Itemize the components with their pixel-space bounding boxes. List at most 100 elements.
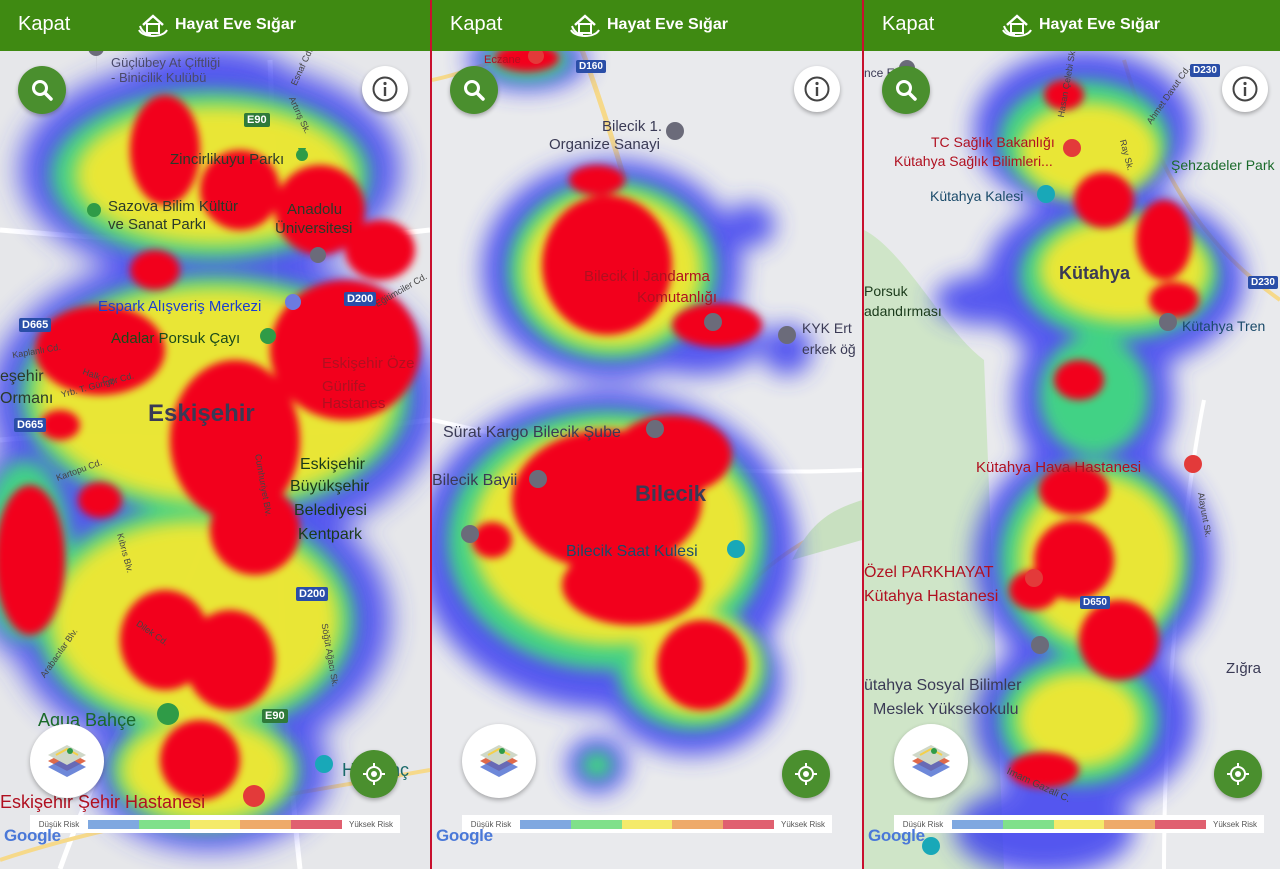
place-label: Bilecik 1. <box>602 118 663 135</box>
place-label: Ormanı <box>0 390 54 407</box>
street-label: Alayunt Sk. <box>1195 491 1214 539</box>
road-shield: D665 <box>14 418 47 432</box>
risk-level-1 <box>952 819 1003 829</box>
search-button[interactable] <box>18 66 66 114</box>
road-shield: D230 <box>1190 64 1220 77</box>
my-location-button[interactable] <box>350 750 398 798</box>
place-label: Özel PARKHAYAT <box>864 564 994 581</box>
road-shield: D230 <box>1248 276 1278 289</box>
app-header: Kapat Hayat Eve Sığar <box>432 0 862 51</box>
map-marker-pins[interactable] <box>87 40 333 807</box>
street-label: Cumhuriyet Blv. <box>253 453 274 517</box>
street-label: Imam Gazali C. <box>1004 765 1073 806</box>
street-label: Esnaf Cd. <box>288 46 315 88</box>
google-attribution: Google <box>436 826 493 846</box>
info-icon <box>372 76 398 102</box>
close-button[interactable]: Kapat <box>450 13 503 35</box>
my-location-icon <box>1227 763 1249 785</box>
place-label: Porsuk <box>864 283 908 299</box>
place-label: Organize Sanayi <box>549 136 660 153</box>
place-label: Üniversitesi <box>275 220 353 237</box>
risk-scale-bar <box>520 819 774 829</box>
street-label: Söğüt Ağacı Sk. <box>319 622 341 688</box>
place-label: Kütahya Tren <box>1182 318 1266 334</box>
risk-level-5 <box>1155 819 1206 829</box>
app-name: Hayat Eve Sığar <box>1039 16 1160 33</box>
place-label: Meslek Yüksekokulu <box>873 701 1019 718</box>
map-marker-pins[interactable] <box>461 48 796 558</box>
legend-high-label: Yüksek Risk <box>780 819 825 829</box>
map-labels-eskisehir: Güçlübey At Çiftliği - Binicilik Kulübü … <box>0 0 430 869</box>
heatmap-map-bilecik[interactable] <box>432 0 862 869</box>
street-label: Artırış Sk. <box>286 94 313 136</box>
map-layers-icon <box>48 745 86 777</box>
app-brand: Hayat Eve Sığar <box>569 10 728 40</box>
map-marker-pins[interactable] <box>899 60 1202 855</box>
search-icon <box>896 80 917 101</box>
search-icon <box>464 80 485 101</box>
place-label: Güçlübey At Çiftliği <box>111 55 221 70</box>
place-label: Kütahya Hava Hastanesi <box>976 459 1142 476</box>
house-hands-logo-icon <box>570 14 600 37</box>
place-label: Gürlife Hastanes <box>322 378 386 412</box>
search-button[interactable] <box>882 66 930 114</box>
my-location-button[interactable] <box>1214 750 1262 798</box>
close-button[interactable]: Kapat <box>882 13 935 35</box>
place-label: Adalar Porsuk Çayı <box>111 330 241 347</box>
place-label: Bilecik Bayii <box>432 472 518 489</box>
search-button[interactable] <box>450 66 498 114</box>
place-label: Eskişehir <box>300 456 365 473</box>
info-button[interactable] <box>794 66 840 112</box>
info-icon <box>804 76 830 102</box>
street-label: Ahmet Davut Cd. <box>1144 64 1193 126</box>
place-label: Eskişehir Şehir Hastanesi <box>0 792 206 812</box>
house-hands-logo-icon <box>1002 14 1032 37</box>
risk-level-4 <box>1104 819 1156 829</box>
risk-level-4 <box>672 819 724 829</box>
city-label: Bilecik <box>635 481 706 506</box>
heatmap-map-eskisehir[interactable] <box>0 0 430 869</box>
legend-high-label: Yüksek Risk <box>1212 819 1257 829</box>
close-button[interactable]: Kapat <box>18 13 71 35</box>
road-shield: E90 <box>262 709 288 723</box>
risk-legend: Düşük Risk Yüksek Risk <box>30 815 400 833</box>
risk-level-1 <box>88 819 139 829</box>
place-label: Komutanlığı <box>637 289 718 306</box>
info-button[interactable] <box>1222 66 1268 112</box>
place-label: Sazova Bilim Kültür <box>108 198 239 215</box>
place-label: Kentpark <box>298 526 363 543</box>
app-brand: Hayat Eve Sığar <box>137 10 296 40</box>
place-label: ütahya Sosyal Bilimler <box>864 677 1022 694</box>
map-layers-button[interactable] <box>462 724 536 798</box>
app-brand: Hayat Eve Sığar <box>1001 10 1160 40</box>
map-layers-button[interactable] <box>894 724 968 798</box>
place-label: Zığra <box>1226 660 1262 677</box>
street-label: Eğitimciler Cd. <box>373 271 429 309</box>
risk-level-3 <box>1053 819 1105 829</box>
panel-divider <box>862 0 864 869</box>
risk-legend: Düşük Risk Yüksek Risk <box>462 815 832 833</box>
place-label: Zincirlikuyu Parkı <box>170 151 285 168</box>
map-layers-icon <box>480 745 518 777</box>
google-wordmark: Google <box>868 826 925 845</box>
road-shield: D665 <box>19 318 52 332</box>
risk-legend: Düşük Risk Yüksek Risk <box>894 815 1264 833</box>
street-label: Dilek Cd. <box>134 618 171 648</box>
map-layers-button[interactable] <box>30 724 104 798</box>
google-attribution: Google <box>868 826 925 846</box>
place-label: adandırması <box>864 303 942 319</box>
house-hands-logo-icon <box>138 14 168 37</box>
my-location-button[interactable] <box>782 750 830 798</box>
search-icon <box>32 80 53 101</box>
info-icon <box>1232 76 1258 102</box>
app-name: Hayat Eve Sığar <box>175 16 296 33</box>
road-shield: D160 <box>576 60 606 73</box>
road-shield: D650 <box>1080 596 1110 609</box>
risk-level-5 <box>291 819 342 829</box>
place-label: KYK Ert <box>802 320 852 336</box>
info-button[interactable] <box>362 66 408 112</box>
map-labels-kutahya: nce Evi TC Sağlık Bakanlığı Kütahya Sağl… <box>864 0 1280 869</box>
risk-level-2 <box>570 819 622 829</box>
road-shield: D200 <box>344 292 377 306</box>
